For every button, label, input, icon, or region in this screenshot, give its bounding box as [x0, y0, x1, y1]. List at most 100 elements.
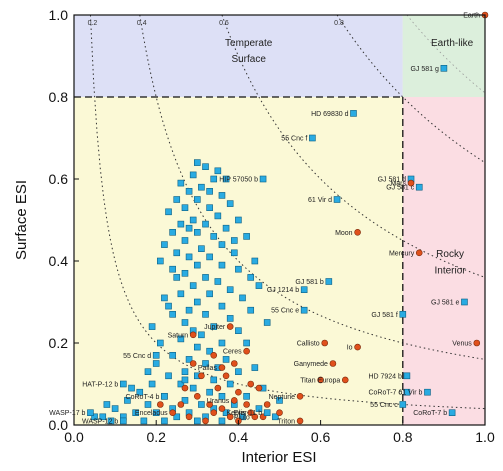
region-label-earth-like: Earth-like: [431, 38, 474, 49]
exoplanet-point-hd-7924-b: [403, 372, 411, 380]
exoplanet-point: [161, 417, 168, 425]
solar-system-point: [210, 409, 218, 417]
exoplanet-point-61-vir-d: [333, 196, 341, 203]
esi-contour-0.8: [336, 15, 485, 164]
solar-system-point-ganymede: [329, 360, 337, 367]
region-label-rocky: Rocky: [436, 249, 464, 260]
exoplanet-label-hat-p-12-b: HAT-P-12 b: [82, 382, 118, 389]
x-tick-label: 0.4: [229, 429, 249, 445]
exoplanet-point-hd-69830-d: [350, 110, 357, 117]
solar-system-label-neptune: Neptune: [269, 394, 296, 401]
exoplanet-point: [230, 237, 238, 244]
solar-system-point-triton: [296, 417, 304, 425]
solar-system-point-pluto: [251, 413, 259, 421]
exoplanet-point: [206, 347, 213, 355]
exoplanet-point: [226, 286, 234, 294]
exoplanet-label-wasp-12-b: WASP-12 b: [82, 418, 118, 425]
exoplanet-point: [189, 171, 197, 179]
exoplanet-point-55-cnc-e: [300, 306, 308, 314]
exoplanet-point-55-cnc-d: [152, 351, 160, 359]
exoplanet-point: [210, 323, 218, 330]
solar-system-label-earth: Earth: [463, 13, 480, 20]
exoplanet-point: [189, 216, 197, 224]
exoplanet-point: [185, 188, 193, 195]
solar-system-label-moon: Moon: [335, 230, 353, 237]
exoplanet-point: [218, 417, 226, 425]
contour-label-0.2: 0.2: [88, 20, 98, 27]
solar-system-point-callisto: [321, 339, 329, 347]
exoplanet-point: [152, 360, 160, 367]
exoplanet-point: [206, 388, 213, 396]
exoplanet-point: [198, 245, 205, 252]
exoplanet-point: [235, 368, 242, 376]
exoplanet-point: [152, 409, 160, 417]
solar-system-point: [255, 384, 263, 392]
solar-system-label-eris: Eris: [234, 410, 247, 417]
exoplanet-point: [181, 368, 189, 376]
exoplanet-point: [185, 356, 193, 363]
rocky-interior-region: [402, 97, 485, 425]
solar-system-point: [243, 401, 250, 408]
solar-system-label-titan: Titan: [300, 377, 315, 384]
exoplanet-point: [247, 306, 255, 314]
exoplanet-point: [91, 413, 98, 421]
contour-label-0.4: 0.4: [137, 20, 147, 27]
exoplanet-point-61-vir-b: [424, 388, 431, 396]
exoplanet-point: [128, 384, 135, 392]
exoplanet-point: [255, 282, 263, 289]
solar-system-label-ceres: Ceres: [223, 349, 242, 356]
exoplanet-label-corot-7-b: CoRoT-7 b: [413, 410, 447, 417]
exoplanet-point: [214, 167, 222, 175]
exoplanet-point: [206, 290, 213, 298]
solar-system-point: [194, 392, 201, 400]
exoplanet-point: [222, 224, 230, 232]
solar-system-point: [226, 413, 234, 421]
exoplanet-point: [206, 188, 213, 195]
solar-system-point: [214, 384, 222, 392]
exoplanet-point-gj-581-b: [325, 278, 333, 285]
solar-system-point: [206, 401, 213, 408]
exoplanet-label-55-cnc-c: 55 Cnc c: [370, 402, 398, 409]
exoplanet-point: [218, 339, 226, 347]
exoplanet-point: [148, 380, 156, 388]
solar-system-point-mars: [407, 179, 415, 187]
exoplanet-point: [194, 343, 201, 351]
solar-system-point: [263, 401, 271, 408]
exoplanet-point-gj-581-c: [415, 183, 423, 191]
plot-frame: [73, 14, 486, 426]
exoplanet-point: [210, 233, 218, 240]
exoplanet-point: [226, 200, 234, 207]
exoplanet-point: [202, 360, 209, 367]
exoplanet-point: [177, 290, 185, 298]
x-tick-label: 1.0: [475, 429, 495, 445]
exoplanet-point-55-cnc-f: [309, 134, 316, 142]
exoplanet-point: [230, 249, 238, 257]
exoplanet-point: [206, 253, 213, 261]
solar-system-label-io: Io: [347, 345, 353, 352]
exoplanet-point: [272, 413, 279, 421]
solar-system-point-mercury: [415, 249, 423, 257]
exoplanet-label-61-vir-b: 61 Vir b: [398, 390, 422, 397]
exoplanet-point: [218, 261, 226, 269]
solar-system-point-jupiter: [226, 323, 234, 330]
esi-contour-0.6: [221, 15, 485, 278]
labels-layer: 0.2 0.4 0.6 0.8 Temperate Surface Earth-like Ro…: [49, 13, 480, 426]
y-tick-label: 0.0: [49, 417, 69, 433]
exoplanet-point: [157, 339, 164, 347]
solar-system-point: [230, 360, 238, 367]
exoplanet-point: [132, 409, 139, 417]
exoplanet-label-55-cnc-f: 55 Cnc f: [281, 136, 307, 143]
exoplanet-point: [202, 310, 209, 318]
exoplanet-point: [251, 364, 259, 371]
exoplanet-label-hd-69830-d: HD 69830 d: [311, 111, 348, 118]
exoplanet-point: [103, 401, 111, 408]
x-tick-label: 0.0: [64, 429, 84, 445]
solar-system-point: [235, 388, 242, 396]
solar-system-label-pallas: Pallas: [198, 365, 218, 372]
solar-system-label-jupiter: Jupiter: [204, 324, 226, 331]
exoplanet-point: [189, 282, 197, 289]
exoplanet-point: [194, 196, 201, 203]
exoplanet-point-corot-7-c: [403, 388, 411, 396]
exoplanet-label-hip-57050-b: HIP 57050 b: [219, 177, 258, 184]
solar-system-point-uranus: [230, 397, 238, 404]
